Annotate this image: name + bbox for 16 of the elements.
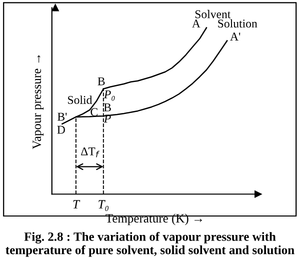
annotation: A' xyxy=(230,32,240,40)
annotation: B xyxy=(104,104,111,112)
text: Solution xyxy=(218,19,258,28)
annotation: D xyxy=(57,126,65,134)
text: Solvent xyxy=(195,10,231,18)
caption: Fig. 2.8 : The variation of vapour pressure with temperature of pure solvent, solid solvent and solution xyxy=(6,232,294,257)
annotation: Solid xyxy=(68,96,92,104)
x-tick-label: T xyxy=(73,200,80,208)
annotation: B xyxy=(98,77,105,86)
annotation: B' xyxy=(58,112,67,121)
annotation: C xyxy=(90,108,98,116)
x-tick-label: T₀ xyxy=(98,200,109,211)
annotation: ΔT$_{f}$ xyxy=(81,147,100,158)
y-axis-title: Vapour pressure → xyxy=(32,55,44,150)
text: A xyxy=(192,20,200,28)
annotation: P₀ xyxy=(104,90,115,101)
